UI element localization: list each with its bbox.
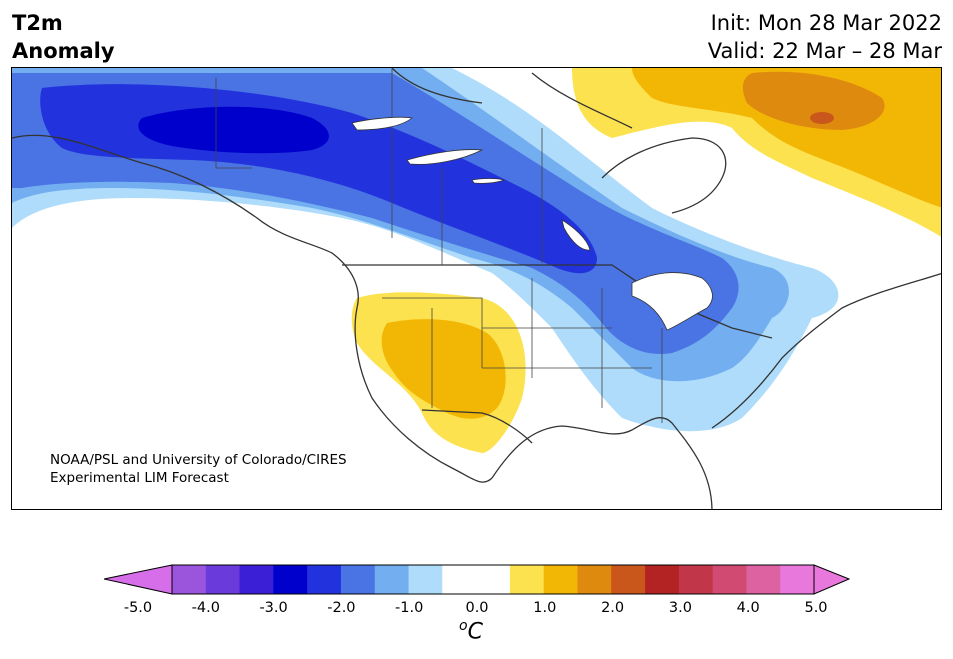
valid-range: Valid: 22 Mar – 28 Mar [707, 39, 942, 63]
colorbar-tick-label: 5.0 [804, 600, 828, 616]
credit-line-1: NOAA/PSL and University of Colorado/CIRE… [50, 452, 347, 468]
colorbar-over-arrow [813, 564, 850, 595]
colorbar-tick-label: 1.0 [533, 600, 557, 616]
great-slave-lake [406, 149, 484, 165]
colorbar-swatch [273, 565, 308, 594]
unit-degree: o [459, 618, 468, 634]
colorbar-tick-label: -2.0 [327, 600, 356, 616]
colorbar-tick-label: -4.0 [191, 600, 220, 616]
colorbar-swatch [307, 565, 342, 594]
colorbar-swatch [172, 565, 207, 594]
colorbar-swatch [239, 565, 274, 594]
anomaly-warm-greenland-core [742, 71, 885, 130]
colorbar-under-arrow [104, 564, 173, 595]
colorbar-swatch [611, 565, 646, 594]
anomaly-warm-southwest-core [381, 319, 506, 419]
arctic-islands [391, 68, 633, 129]
lakes [351, 116, 713, 331]
lake-athabasca [471, 178, 506, 184]
unit-letter: C [467, 619, 483, 645]
title-line-2: Anomaly [12, 39, 115, 63]
colorbar-tick-label: -3.0 [259, 600, 288, 616]
great-bear-lake [351, 116, 413, 131]
colorbar-swatch [780, 565, 815, 594]
date-info: Init: Mon 28 Mar 2022 Valid: 22 Mar – 28… [708, 9, 942, 65]
colorbar-swatch [374, 565, 410, 594]
gulf-coast [491, 417, 713, 509]
colorbar-tick-label: -5.0 [123, 600, 153, 616]
credit-text: NOAA/PSL and University of Colorado/CIRE… [50, 451, 347, 487]
colorbar-swatch [746, 565, 781, 594]
colorbar-ticks: -5.0 -4.0 -3.0 -2.0 -1.0 0.0 1.0 2.0 3.0 4.0 5.0 [0, 600, 953, 620]
colorbar-swatch [340, 565, 376, 594]
colorbar-swatch [543, 565, 578, 594]
anomaly-warm-greenland-peak [810, 112, 834, 124]
anomaly-map: NOAA/PSL and University of Colorado/CIRE… [11, 67, 942, 510]
anomaly-darkblue-core [138, 106, 329, 154]
map-title: T2m Anomaly [12, 9, 115, 65]
east-coast [711, 272, 941, 429]
colorbar-swatch [678, 565, 714, 594]
colorbar-unit: oC [459, 618, 483, 644]
colorbar-swatch [645, 565, 680, 594]
colorbar-tick-label: 0.0 [465, 600, 489, 616]
colorbar-swatch [205, 565, 241, 594]
colorbar-tick-label: -1.0 [395, 600, 424, 616]
hudson-bay [601, 137, 727, 214]
credit-line-2: Experimental LIM Forecast [50, 470, 229, 486]
colorbar-swatches [172, 565, 815, 594]
map-canvas [12, 68, 941, 509]
great-lakes [631, 272, 713, 331]
colorbar-tick-label: 2.0 [601, 600, 625, 616]
colorbar-swatch [408, 565, 443, 594]
colorbar-tick-label: 3.0 [668, 600, 692, 616]
colorbar-swatch [442, 565, 477, 594]
colorbar-swatch [476, 565, 511, 594]
lake-winnipeg [561, 219, 591, 251]
colorbar-tick-label: 4.0 [736, 600, 760, 616]
colorbar-swatch [712, 565, 747, 594]
colorbar-swatch [509, 565, 545, 594]
init-date: Init: Mon 28 Mar 2022 [710, 11, 942, 35]
state-province-lines [215, 68, 663, 423]
us-mexico-border [421, 409, 533, 444]
title-line-1: T2m [12, 11, 63, 35]
alaska-coast [12, 134, 493, 483]
colorbar-swatch [577, 565, 612, 594]
colorbar-frame [171, 564, 815, 595]
colorbar [104, 564, 850, 595]
